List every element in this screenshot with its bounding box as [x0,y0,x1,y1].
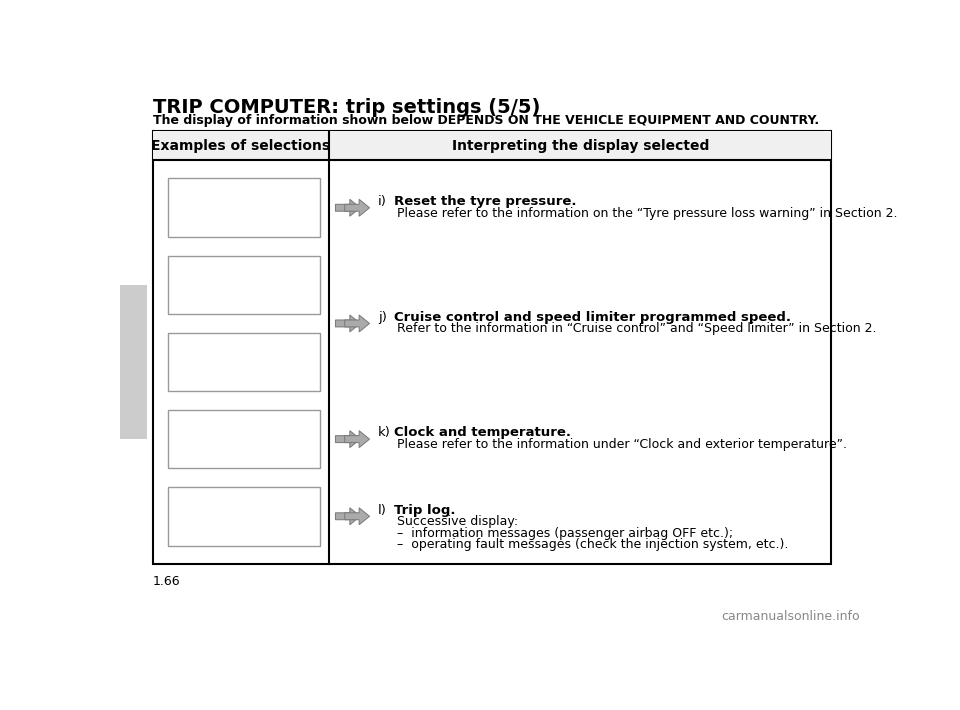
Text: i): i) [378,195,387,208]
Text: LEARNING THE: LEARNING THE [195,193,293,206]
Text: –  operating fault messages (check the injection system, etc.).: – operating fault messages (check the in… [396,538,788,551]
Text: NO MESSAGE: NO MESSAGE [200,501,288,514]
Text: TRIP COMPUTER: trip settings (5/5): TRIP COMPUTER: trip settings (5/5) [153,98,540,117]
Text: 1.66: 1.66 [153,575,180,589]
Polygon shape [335,431,360,447]
Bar [168,333,320,391]
Text: SPEED LIMITER: SPEED LIMITER [195,270,294,283]
Bar [168,178,320,237]
Text: j): j) [378,311,387,324]
Text: Trip log.: Trip log. [394,503,455,517]
Text: TYRE PRESSURE: TYRE PRESSURE [191,209,298,223]
Text: The display of information shown below DEPENDS ON THE VEHICLE EQUIPMENT AND COUN: The display of information shown below D… [153,114,819,128]
Text: Please refer to the information under “Clock and exterior temperature”.: Please refer to the information under “C… [396,438,847,451]
Text: Please refer to the information on the “Tyre pressure loss warning” in Section 2: Please refer to the information on the “… [396,207,898,219]
Bar [120,285,147,439]
Polygon shape [345,315,370,332]
Text: Clock and temperature.: Clock and temperature. [394,427,570,439]
Text: 90 km/H: 90 km/H [257,288,314,300]
Polygon shape [335,508,360,525]
Polygon shape [345,508,370,525]
Bar [153,131,831,564]
Polygon shape [335,200,360,217]
Text: Refer to the information in “Cruise control” and “Speed limiter” in Section 2.: Refer to the information in “Cruise cont… [396,322,876,335]
Text: Successive display:: Successive display: [396,515,517,528]
Text: 16:30: 16:30 [262,432,300,446]
Bar [168,487,320,545]
Text: carmanualsonline.info: carmanualsonline.info [722,610,860,623]
Text: MEMORISED: MEMORISED [204,518,284,531]
Bar [168,256,320,314]
Polygon shape [345,431,370,447]
Text: Examples of selections: Examples of selections [152,138,330,153]
Polygon shape [345,200,370,217]
Text: l): l) [378,503,387,517]
Text: 90 km/H: 90 km/H [257,365,314,378]
Polygon shape [335,315,360,332]
Text: Cruise control and speed limiter programmed speed.: Cruise control and speed limiter program… [394,311,791,324]
Text: k): k) [378,427,391,439]
Bar [153,131,831,160]
Bar [168,410,320,469]
Text: –  information messages (passenger airbag OFF etc.);: – information messages (passenger airbag… [396,527,732,540]
Text: Reset the tyre pressure.: Reset the tyre pressure. [394,195,576,208]
Text: 13°: 13° [187,432,211,446]
Text: Interpreting the display selected: Interpreting the display selected [451,138,709,153]
Text: CRUISE CONTROL: CRUISE CONTROL [185,347,302,360]
